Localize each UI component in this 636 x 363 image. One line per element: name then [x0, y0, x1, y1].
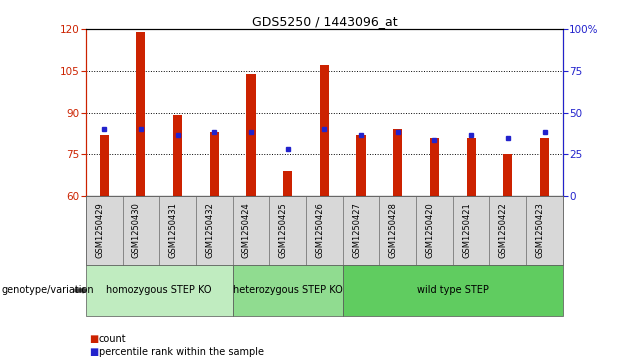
Text: GSM1250427: GSM1250427 — [352, 203, 361, 258]
Bar — [283, 171, 293, 196]
Text: GSM1250421: GSM1250421 — [462, 203, 471, 258]
Text: GSM1250424: GSM1250424 — [242, 203, 251, 258]
Text: GSM1250426: GSM1250426 — [315, 203, 324, 258]
Bar — [393, 129, 403, 196]
Text: GSM1250429: GSM1250429 — [95, 203, 104, 258]
Text: genotype/variation: genotype/variation — [1, 285, 94, 295]
Text: percentile rank within the sample: percentile rank within the sample — [99, 347, 263, 357]
Text: GSM1250420: GSM1250420 — [425, 203, 434, 258]
Text: wild type STEP: wild type STEP — [417, 285, 488, 295]
Bar — [173, 115, 182, 196]
Text: GSM1250430: GSM1250430 — [132, 203, 141, 258]
Text: GSM1250431: GSM1250431 — [169, 203, 177, 258]
Text: GSM1250428: GSM1250428 — [389, 203, 398, 258]
Bar — [356, 135, 366, 196]
Text: homozygous STEP KO: homozygous STEP KO — [106, 285, 212, 295]
Text: GSM1250422: GSM1250422 — [499, 203, 508, 258]
Bar — [246, 74, 256, 196]
Bar — [430, 138, 439, 196]
Bar — [320, 65, 329, 196]
Bar — [540, 138, 549, 196]
Text: ■: ■ — [89, 347, 99, 357]
Bar — [503, 154, 513, 196]
Bar — [136, 32, 146, 196]
Bar — [467, 138, 476, 196]
Text: heterozygous STEP KO: heterozygous STEP KO — [233, 285, 343, 295]
Title: GDS5250 / 1443096_at: GDS5250 / 1443096_at — [252, 15, 397, 28]
Text: GSM1250432: GSM1250432 — [205, 203, 214, 258]
Text: GSM1250423: GSM1250423 — [536, 203, 544, 258]
Text: GSM1250425: GSM1250425 — [279, 203, 287, 258]
Text: count: count — [99, 334, 126, 344]
Text: ■: ■ — [89, 334, 99, 344]
Bar — [210, 132, 219, 196]
Bar — [100, 135, 109, 196]
